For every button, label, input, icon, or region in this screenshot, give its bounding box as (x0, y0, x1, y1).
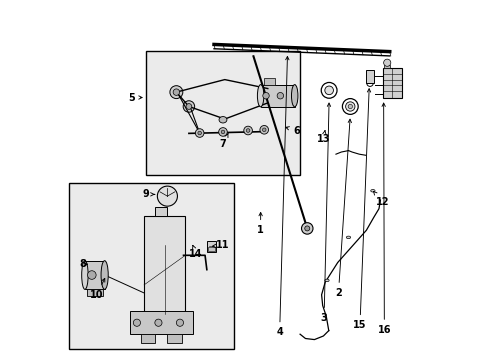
Circle shape (321, 82, 336, 98)
Bar (85, 261, 104, 289)
Bar (167, 334, 182, 343)
Circle shape (173, 89, 179, 95)
Circle shape (155, 319, 162, 326)
Bar (140, 334, 155, 343)
Ellipse shape (370, 189, 374, 192)
Circle shape (198, 131, 201, 135)
Bar (260, 85, 294, 107)
Text: 15: 15 (352, 89, 370, 330)
Text: 8: 8 (80, 259, 87, 269)
Ellipse shape (101, 261, 108, 289)
Bar (69, 183, 233, 349)
Text: 16: 16 (377, 103, 390, 335)
Circle shape (176, 319, 183, 326)
Bar (207, 247, 214, 251)
Bar (145, 51, 300, 175)
Circle shape (244, 126, 252, 135)
Ellipse shape (346, 236, 350, 239)
Circle shape (262, 128, 265, 132)
Text: 9: 9 (142, 189, 155, 199)
Ellipse shape (81, 261, 88, 289)
Ellipse shape (219, 117, 226, 123)
Circle shape (324, 86, 333, 95)
Circle shape (221, 130, 224, 134)
Circle shape (260, 126, 268, 134)
Circle shape (183, 101, 194, 112)
Circle shape (87, 271, 96, 279)
Circle shape (383, 59, 390, 66)
Text: 5: 5 (128, 93, 142, 103)
Circle shape (342, 99, 357, 114)
Bar (155, 207, 167, 216)
Circle shape (347, 104, 352, 109)
Text: 10: 10 (90, 278, 104, 300)
Circle shape (169, 86, 183, 99)
Circle shape (301, 223, 312, 234)
Text: 3: 3 (320, 103, 330, 323)
Bar (144, 216, 185, 315)
Bar (129, 311, 192, 334)
Bar (384, 64, 389, 68)
Circle shape (157, 186, 177, 206)
Ellipse shape (257, 85, 264, 107)
Circle shape (195, 129, 203, 137)
Circle shape (262, 93, 269, 99)
Text: 12: 12 (373, 192, 388, 207)
Bar (86, 289, 102, 296)
Circle shape (185, 104, 191, 109)
Circle shape (133, 319, 140, 326)
Ellipse shape (324, 279, 328, 282)
Text: 14: 14 (189, 246, 203, 258)
Bar (264, 78, 274, 85)
Circle shape (277, 93, 283, 99)
Circle shape (246, 129, 249, 132)
Circle shape (345, 102, 354, 111)
Circle shape (304, 226, 309, 231)
Text: 1: 1 (257, 212, 264, 235)
Text: 6: 6 (285, 126, 299, 135)
Text: 11: 11 (212, 240, 229, 250)
Ellipse shape (291, 85, 297, 107)
Bar (206, 241, 215, 252)
Text: 2: 2 (334, 119, 351, 298)
Text: 4: 4 (276, 57, 288, 337)
Text: 7: 7 (219, 134, 227, 149)
Bar (365, 69, 373, 83)
Circle shape (218, 128, 227, 136)
Text: 13: 13 (316, 131, 329, 144)
Bar (382, 68, 402, 98)
